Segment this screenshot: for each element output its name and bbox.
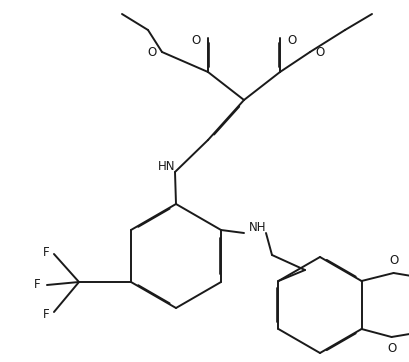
Text: F: F — [34, 278, 40, 291]
Text: F: F — [43, 245, 49, 258]
Text: O: O — [315, 46, 324, 59]
Text: HN: HN — [158, 160, 175, 173]
Text: O: O — [191, 34, 200, 46]
Text: O: O — [147, 46, 156, 59]
Text: NH: NH — [249, 222, 266, 235]
Text: O: O — [287, 34, 296, 46]
Text: F: F — [43, 307, 49, 320]
Text: O: O — [388, 254, 397, 268]
Text: O: O — [386, 342, 395, 355]
